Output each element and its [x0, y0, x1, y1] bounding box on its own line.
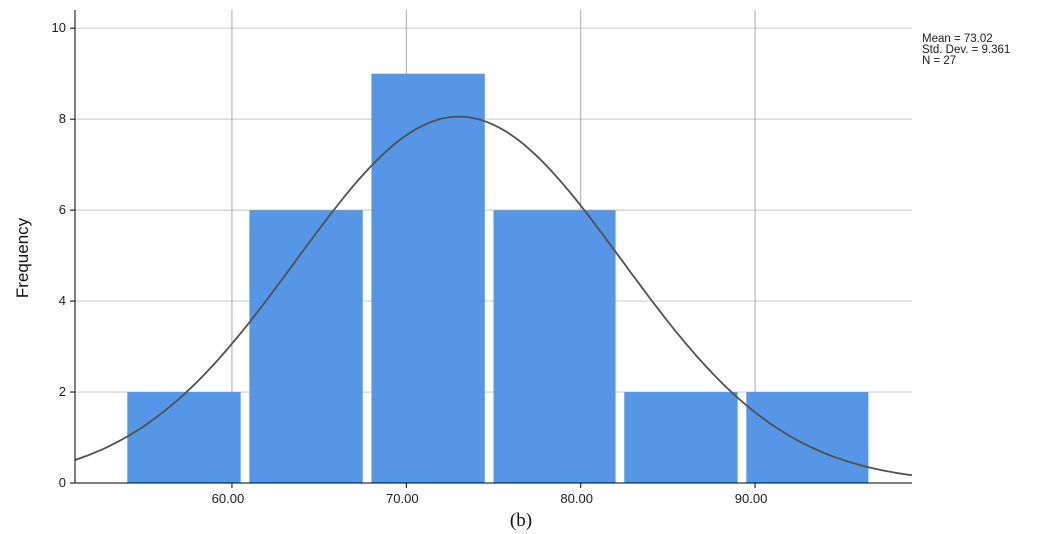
histogram-bar-6: [746, 392, 869, 483]
axes: [74, 10, 912, 484]
histogram-bar-2: [249, 210, 363, 483]
figure-caption: (b): [510, 510, 532, 531]
y-tick-label: 10: [52, 20, 66, 35]
y-tick-label: 4: [59, 293, 66, 308]
histogram-bars: [127, 73, 869, 483]
stats-legend: Mean = 73.02 Std. Dev. = 9.361 N = 27: [922, 33, 1010, 67]
x-tick-label: 90.00: [735, 491, 768, 506]
y-tick-label: 6: [59, 202, 66, 217]
y-axis-label: Frequency: [13, 217, 32, 298]
x-tick-labels: 60.00 70.00 80.00 90.00: [212, 483, 768, 506]
histogram-bar-5: [624, 392, 738, 483]
normal-curve: [74, 115, 913, 477]
histogram-bar-3: [371, 73, 485, 483]
stats-n: N = 27: [922, 55, 956, 67]
histogram-bar-1: [127, 392, 241, 483]
stats-std-dev: Std. Dev. = 9.361: [922, 44, 1010, 56]
y-tick-labels: 0 2 4 6 8 10: [52, 20, 75, 490]
stats-mean: Mean = 73.02: [922, 33, 993, 45]
y-tick-label: 2: [59, 384, 66, 399]
x-tick-label: 80.00: [560, 491, 593, 506]
x-tick-label: 60.00: [212, 491, 245, 506]
y-tick-label: 0: [59, 475, 66, 490]
histogram-bar-4: [493, 210, 616, 483]
y-tick-label: 8: [59, 111, 66, 126]
x-tick-label: 70.00: [386, 491, 419, 506]
